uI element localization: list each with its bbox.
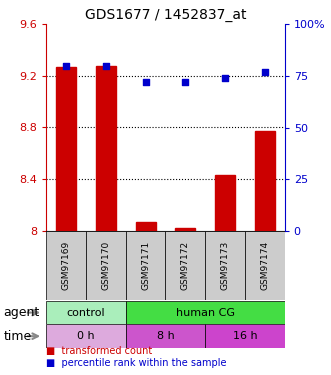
Point: [222, 75, 228, 81]
Point: [64, 63, 69, 69]
Text: human CG: human CG: [176, 308, 235, 318]
Point: [262, 69, 267, 75]
Bar: [46, 301, 126, 324]
Text: 16 h: 16 h: [233, 331, 257, 341]
Bar: [245, 231, 285, 300]
Point: [103, 63, 109, 69]
Title: GDS1677 / 1452837_at: GDS1677 / 1452837_at: [85, 8, 246, 22]
Text: GSM97172: GSM97172: [181, 241, 190, 290]
Text: 8 h: 8 h: [157, 331, 174, 341]
Text: GSM97171: GSM97171: [141, 241, 150, 290]
Bar: [255, 131, 275, 231]
Bar: [136, 222, 156, 231]
Text: ■  percentile rank within the sample: ■ percentile rank within the sample: [46, 357, 227, 368]
Text: ■  transformed count: ■ transformed count: [46, 346, 153, 356]
Text: GSM97174: GSM97174: [260, 241, 269, 290]
Bar: [46, 231, 86, 300]
Text: GSM97173: GSM97173: [220, 241, 230, 290]
Bar: [86, 231, 126, 300]
Text: agent: agent: [3, 306, 40, 319]
Text: 0 h: 0 h: [77, 331, 95, 341]
Text: time: time: [3, 330, 31, 343]
Bar: [46, 324, 126, 348]
Bar: [166, 231, 205, 300]
Bar: [56, 67, 76, 231]
Bar: [96, 66, 116, 231]
Bar: [205, 324, 285, 348]
Text: GSM97170: GSM97170: [101, 241, 111, 290]
Point: [183, 79, 188, 85]
Bar: [126, 301, 285, 324]
Point: [143, 79, 148, 85]
Bar: [126, 231, 166, 300]
Bar: [205, 231, 245, 300]
Text: control: control: [67, 308, 105, 318]
Text: GSM97169: GSM97169: [62, 241, 71, 290]
Bar: [215, 175, 235, 231]
Bar: [126, 324, 205, 348]
Bar: [175, 228, 195, 231]
